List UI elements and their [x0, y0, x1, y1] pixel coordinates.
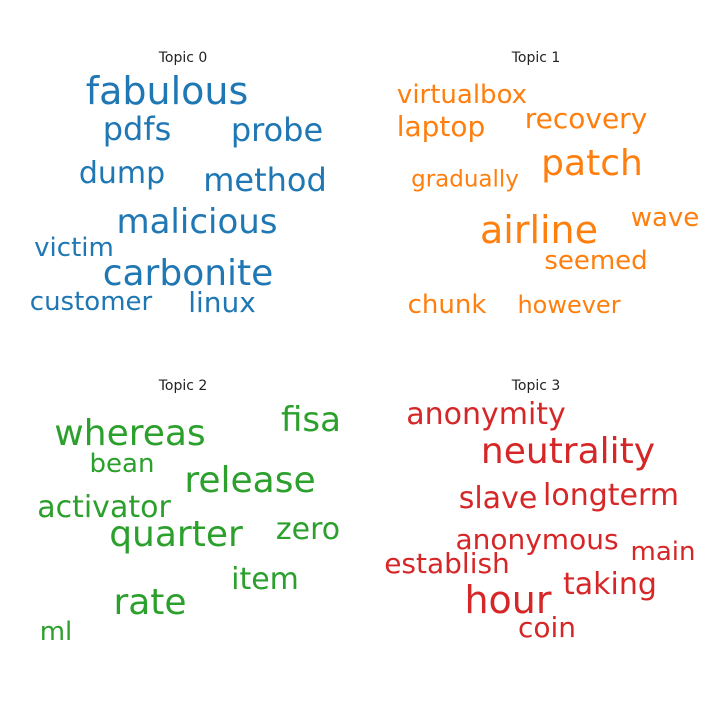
topic-2-word-7: item [231, 562, 299, 597]
topic-2-word-5: quarter [109, 514, 243, 555]
topic-1-word-4: gradually [411, 166, 519, 193]
topic-2-word-3: release [184, 460, 316, 501]
topic-0-word-3: dump [78, 156, 166, 191]
topic-0-word-4: method [203, 161, 327, 199]
topic-1-word-7: seemed [544, 246, 648, 276]
topic-2-word-2: bean [89, 449, 155, 479]
topic-2-word-9: ml [39, 617, 73, 647]
topic-2-title: Topic 2 [158, 378, 208, 394]
topic-0-word-7: carbonite [102, 253, 274, 294]
topic-1-word-9: however [517, 291, 621, 319]
topic-0-word-6: victim [34, 233, 114, 263]
topic-1-word-6: airline [479, 208, 599, 252]
topic-3-word-3: longterm [543, 478, 679, 513]
topic-0-title: Topic 0 [158, 50, 208, 66]
topic-1-word-8: chunk [407, 290, 487, 320]
topic-1-panel: Topic 1 virtualbox laptop recovery patch gra… [371, 50, 701, 350]
topic-3-word-9: coin [517, 611, 577, 644]
topic-1-word-0: virtualbox [396, 80, 528, 110]
topic-3-word-5: establish [384, 547, 510, 580]
topic-3-word-1: neutrality [480, 431, 656, 472]
topic-2-word-4: activator [37, 490, 171, 525]
topic-2-word-8: rate [113, 582, 187, 623]
topic-2-word-0: fisa [281, 400, 341, 440]
topic-1-word-2: recovery [524, 102, 648, 135]
topic-3-word-6: main [630, 537, 696, 567]
topic-0-word-5: malicious [116, 202, 278, 242]
topic-0-panel: Topic 0 fabulous pdfs probe dump method malic… [18, 50, 348, 350]
topic-2-word-1: whereas [54, 413, 206, 454]
topic-3-word-7: taking [563, 567, 657, 602]
topic-2-word-6: zero [275, 512, 341, 547]
topic-3-title: Topic 3 [511, 378, 561, 394]
topic-1-title: Topic 1 [511, 50, 561, 66]
topic-0-word-8: customer [29, 287, 153, 317]
topic-0-word-9: linux [188, 286, 256, 319]
topic-3-word-0: anonymity [406, 397, 566, 432]
topic-3-word-4: anonymous [455, 523, 619, 556]
topic-1-word-3: patch [541, 143, 643, 184]
topic-3-panel: Topic 3 anonymity neutrality slave longterm… [371, 378, 701, 678]
topic-0-word-1: pdfs [102, 110, 172, 148]
topic-1-word-5: wave [630, 203, 700, 233]
topic-3-word-8: hour [464, 578, 552, 622]
topic-3-word-2: slave [458, 481, 538, 516]
topic-0-word-0: fabulous [85, 69, 249, 113]
topic-1-word-1: laptop [396, 110, 486, 143]
topic-2-panel: Topic 2 fisa whereas bean release activator q… [18, 378, 348, 678]
topic-0-word-2: probe [230, 111, 324, 149]
